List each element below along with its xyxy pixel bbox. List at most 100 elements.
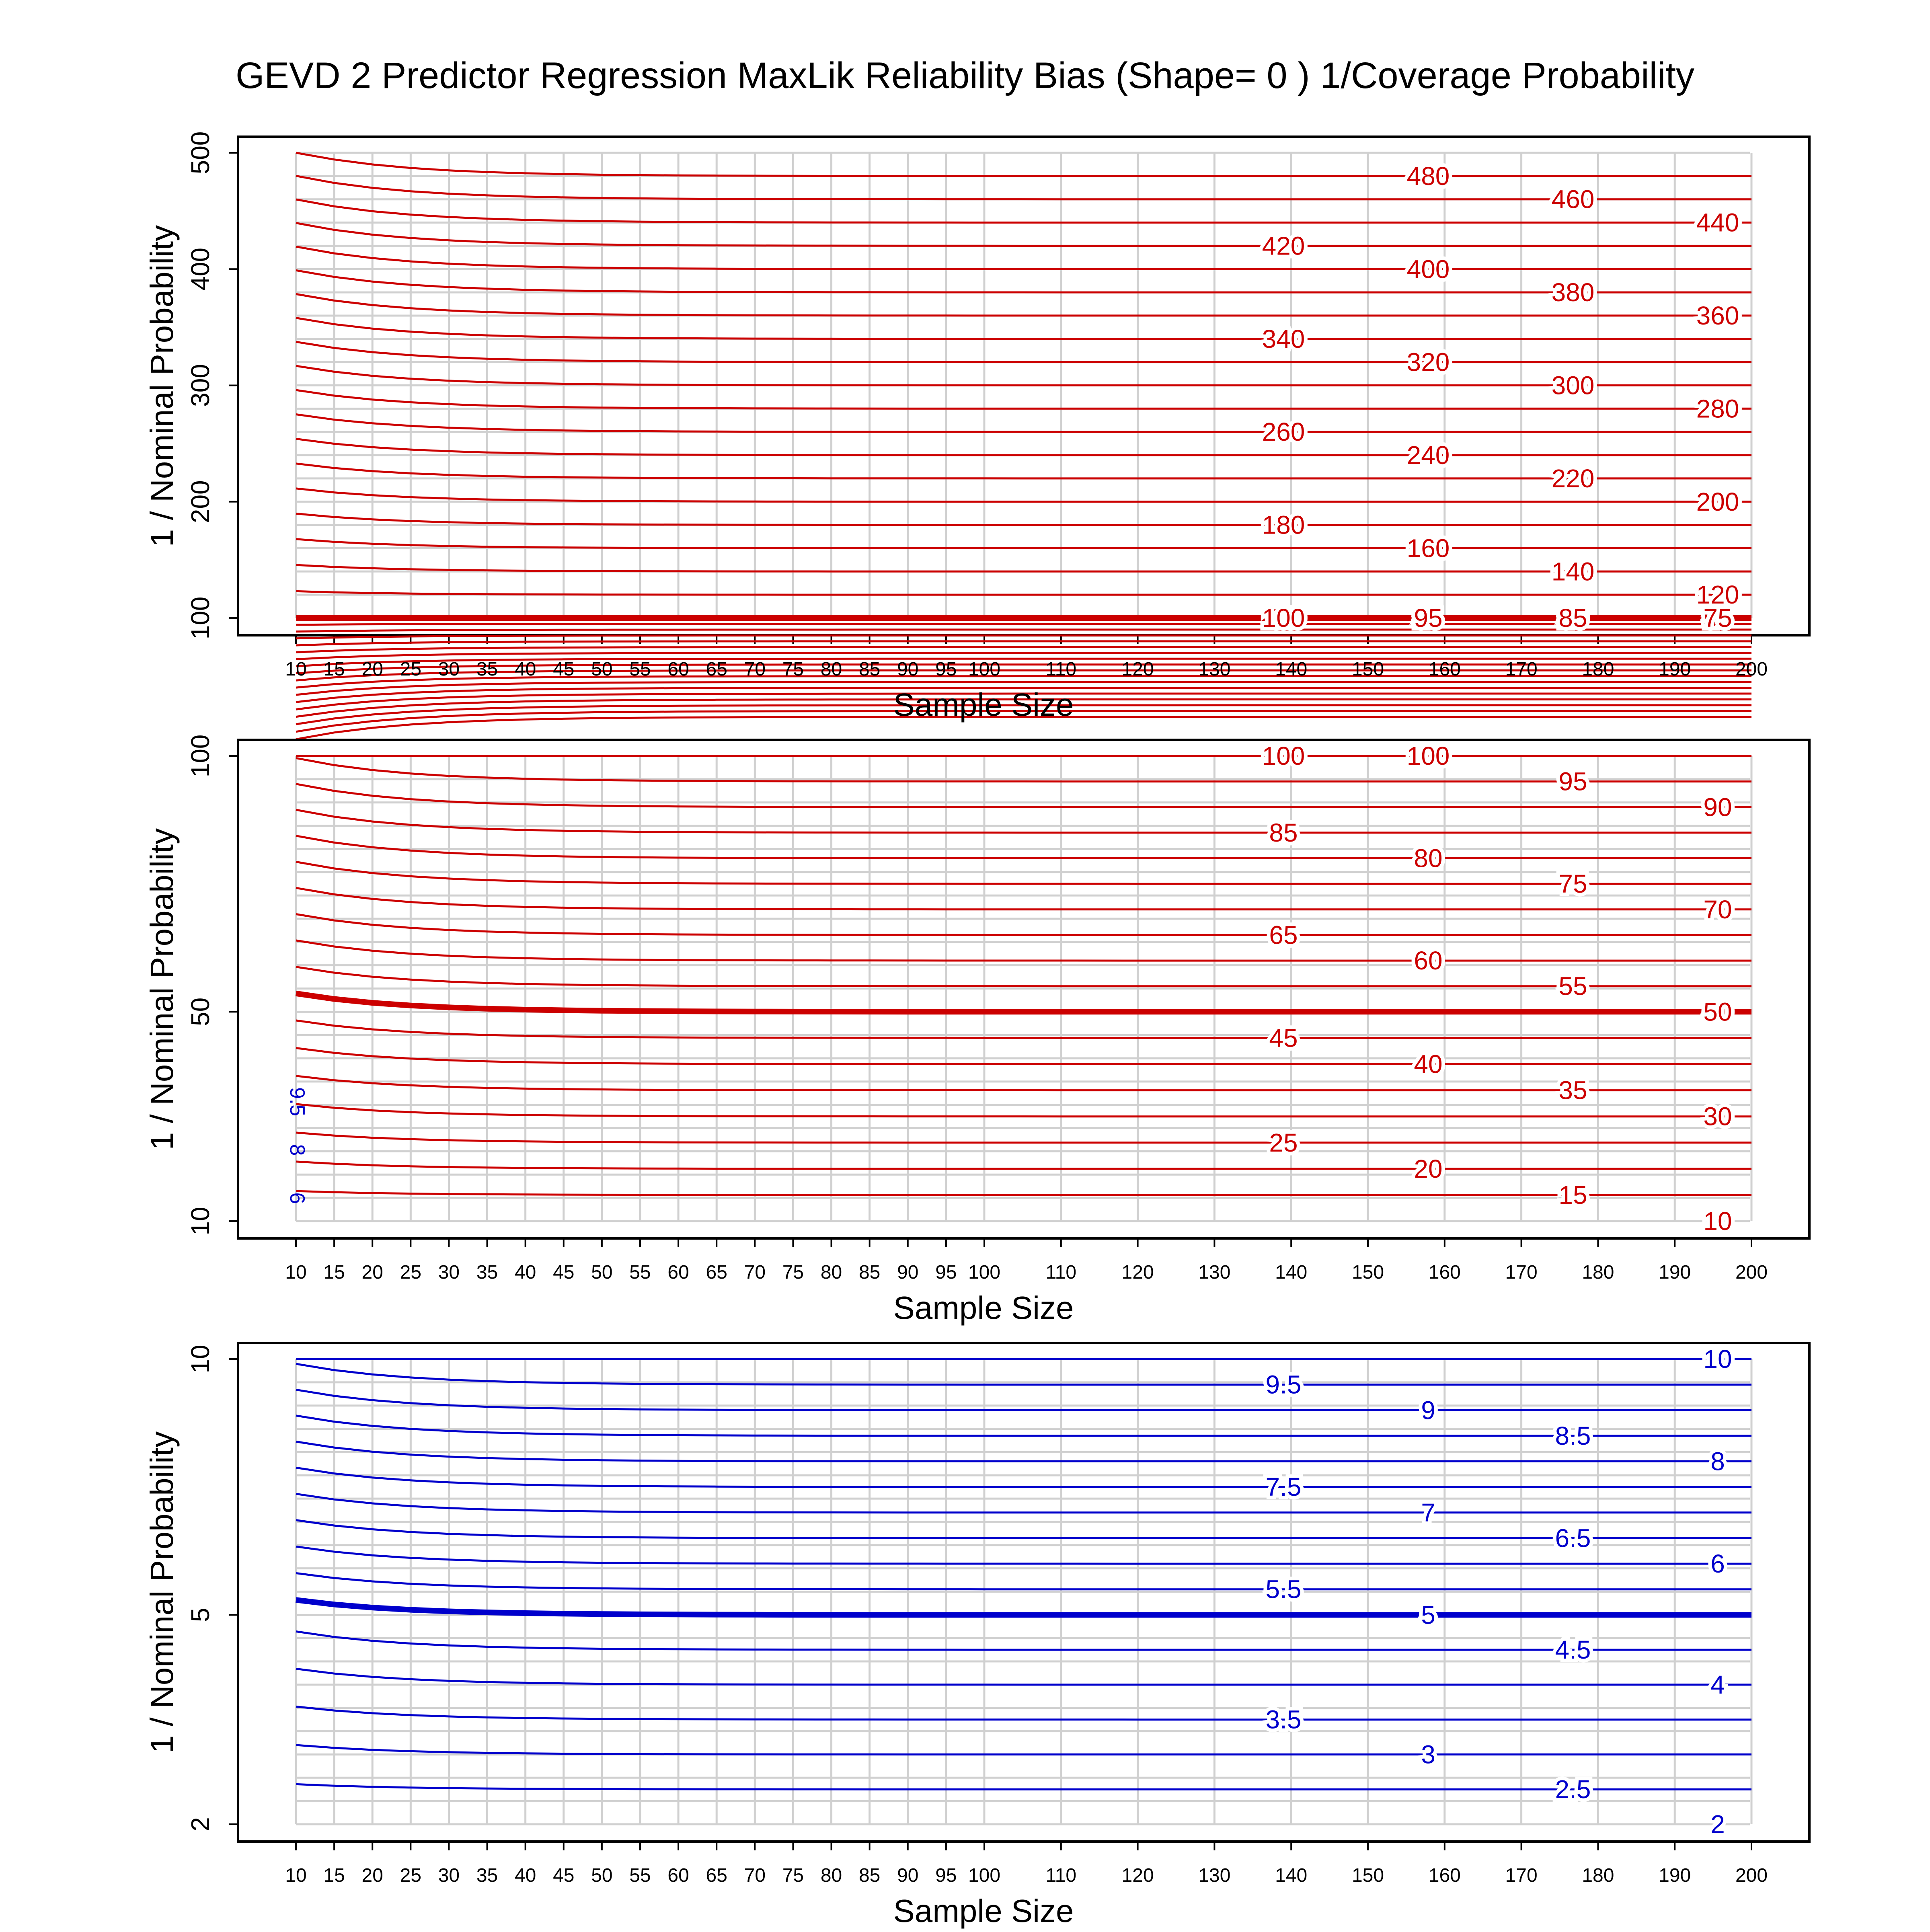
contour-line xyxy=(296,269,1751,294)
x-tick-label: 45 xyxy=(553,659,574,680)
contour-label: 85 xyxy=(1558,604,1587,632)
x-tick-label: 160 xyxy=(1429,659,1461,680)
x-tick-label: 95 xyxy=(935,1262,957,1283)
x-tick-label: 80 xyxy=(821,659,842,680)
x-tick-label: 100 xyxy=(968,1262,1000,1283)
contour-line xyxy=(296,1519,1751,1539)
x-tick-label: 60 xyxy=(667,1262,689,1283)
x-tick-label: 95 xyxy=(935,659,957,680)
x-tick-label: 55 xyxy=(629,659,651,680)
x-tick-label: 20 xyxy=(362,1865,383,1886)
x-tick-label: 65 xyxy=(706,1262,727,1283)
contour-label: 20 xyxy=(1558,604,1587,632)
contour-label: 400 xyxy=(1407,255,1450,283)
contour-label: 45 xyxy=(1269,1023,1298,1052)
contour-label: 70 xyxy=(1703,895,1732,924)
x-tick-label: 150 xyxy=(1352,1865,1384,1886)
contour-label: 85 xyxy=(1269,818,1298,847)
contour-label: 90 xyxy=(1703,793,1732,821)
x-tick-label: 30 xyxy=(438,1262,460,1283)
x-tick-label: 90 xyxy=(897,1865,918,1886)
x-tick-label: 150 xyxy=(1352,659,1384,680)
contour-label: 6.5 xyxy=(1555,1523,1591,1552)
contour-line xyxy=(296,1493,1751,1514)
contour-label: 8.5 xyxy=(1555,1421,1591,1450)
contour-line xyxy=(296,512,1751,526)
x-tick-label: 30 xyxy=(438,1865,460,1886)
x-tick-label: 160 xyxy=(1429,1262,1461,1283)
contour-label: 95 xyxy=(1558,767,1587,796)
contour-label: 65 xyxy=(1269,920,1298,949)
contour-line xyxy=(296,757,1751,783)
contour-label: 10 xyxy=(1703,1345,1732,1374)
contour-label: 40 xyxy=(1414,1050,1442,1079)
x-tick-label: 85 xyxy=(859,1262,880,1283)
y-tick-label: 2 xyxy=(186,1817,215,1831)
x-tick-label: 30 xyxy=(438,659,460,680)
contour-label: 200 xyxy=(1696,487,1739,516)
x-tick-label: 190 xyxy=(1659,1865,1691,1886)
x-tick-label: 200 xyxy=(1735,1865,1768,1886)
contour-line xyxy=(296,692,1751,710)
contour-label: 220 xyxy=(1552,464,1595,493)
x-axis-label: Sample Size xyxy=(893,1290,1074,1326)
contour-label: 140 xyxy=(1552,557,1595,586)
contour-line xyxy=(296,1744,1751,1755)
chart-panel-2: 10 15 20 25 30 35 40 45 50 55 60 65 70 75 80 85 90 95 100 1… xyxy=(144,735,1811,1326)
contour-line xyxy=(296,646,1751,653)
contour-line xyxy=(296,341,1751,363)
contour-line xyxy=(296,1440,1751,1462)
contour-line xyxy=(296,1545,1751,1565)
contour-label: 4 xyxy=(1710,1670,1725,1699)
y-tick-label: 50 xyxy=(186,998,215,1026)
chart-title: GEVD 2 Predictor Regression MaxLik Relia… xyxy=(236,55,1694,96)
contour-line xyxy=(296,564,1751,573)
x-tick-label: 45 xyxy=(553,1865,574,1886)
contour-label: 9.5 xyxy=(1266,1370,1302,1399)
contour-line xyxy=(296,1783,1751,1790)
contour-line xyxy=(296,198,1751,224)
contour-label: 75 xyxy=(1558,869,1587,898)
contour-line xyxy=(296,1075,1751,1092)
contour-line xyxy=(296,640,1751,647)
contour-line xyxy=(296,887,1751,911)
contour-label: 180 xyxy=(1262,511,1305,540)
contour-label: 65 xyxy=(1414,604,1442,632)
x-tick-label: 120 xyxy=(1122,1865,1154,1886)
chart-panel-1: 15 20 25 30 35 40 45 50 55 60 65 70 75 85 95 100 120 140 1… xyxy=(144,131,1811,741)
x-tick-label: 80 xyxy=(821,1865,842,1886)
x-tick-label: 50 xyxy=(591,659,612,680)
contour-line xyxy=(296,687,1751,703)
contour-label: 360 xyxy=(1696,301,1739,330)
y-tick-label: 10 xyxy=(186,1345,215,1373)
x-tick-label: 150 xyxy=(1352,1262,1384,1283)
contour-line xyxy=(296,1190,1751,1196)
x-tick-label: 85 xyxy=(859,1865,880,1886)
contour-line xyxy=(296,1667,1751,1686)
contour-label: 7 xyxy=(1421,1498,1435,1527)
x-tick-label: 65 xyxy=(706,1865,727,1886)
x-tick-label: 10 xyxy=(285,659,306,680)
contour-label: 240 xyxy=(1407,441,1450,470)
contour-label: 70 xyxy=(1269,604,1298,632)
contour-line xyxy=(296,1019,1751,1039)
contour-line xyxy=(296,681,1751,696)
contour-label: 260 xyxy=(1262,417,1305,446)
x-tick-label: 70 xyxy=(744,1865,766,1886)
x-tick-label: 90 xyxy=(897,659,918,680)
contour-line xyxy=(296,1160,1751,1170)
contour-line xyxy=(296,675,1751,689)
contour-label: 55 xyxy=(1703,604,1732,632)
contour-line xyxy=(296,1466,1751,1488)
contour-line xyxy=(296,293,1751,317)
y-tick-label: 5 xyxy=(186,1608,215,1622)
contour-line xyxy=(296,1415,1751,1437)
contour-line xyxy=(296,657,1751,667)
contour-line xyxy=(296,317,1751,340)
contour-label: 35 xyxy=(1703,604,1732,632)
contour-label: 340 xyxy=(1262,324,1305,353)
contour-line xyxy=(296,634,1751,640)
x-tick-label: 130 xyxy=(1198,1865,1230,1886)
low-contour-label: 9.5 xyxy=(285,1087,309,1116)
contour-label: 10 xyxy=(1703,1207,1732,1236)
